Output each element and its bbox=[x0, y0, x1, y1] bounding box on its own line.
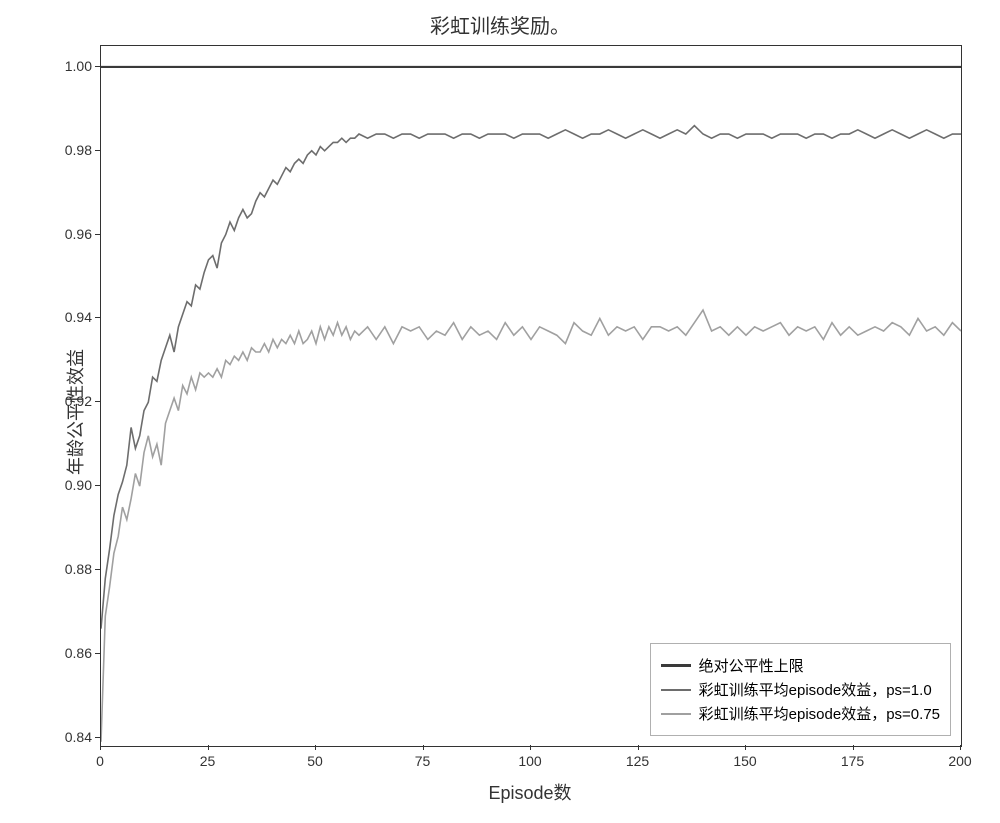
xtick-mark bbox=[960, 745, 961, 750]
ytick-label: 0.94 bbox=[42, 309, 92, 325]
legend-row: 绝对公平性上限 bbox=[661, 655, 940, 676]
series-line bbox=[101, 126, 961, 629]
xtick-label: 0 bbox=[96, 753, 104, 769]
legend-row: 彩虹训练平均episode效益，ps=1.0 bbox=[661, 679, 940, 700]
xtick-mark bbox=[100, 745, 101, 750]
xtick-mark bbox=[745, 745, 746, 750]
ytick-mark bbox=[95, 737, 100, 738]
ytick-label: 0.86 bbox=[42, 645, 92, 661]
xtick-label: 50 bbox=[307, 753, 323, 769]
legend-label: 彩虹训练平均episode效益，ps=1.0 bbox=[699, 679, 932, 700]
xtick-mark bbox=[315, 745, 316, 750]
chart-container: 彩虹训练奖励。 年龄公平性效益 Episode数 绝对公平性上限彩虹训练平均ep… bbox=[0, 0, 1000, 823]
ytick-mark bbox=[95, 150, 100, 151]
ytick-mark bbox=[95, 401, 100, 402]
ytick-label: 0.88 bbox=[42, 561, 92, 577]
ytick-mark bbox=[95, 569, 100, 570]
xtick-label: 200 bbox=[948, 753, 971, 769]
xtick-mark bbox=[638, 745, 639, 750]
ytick-mark bbox=[95, 234, 100, 235]
xtick-mark bbox=[853, 745, 854, 750]
xtick-mark bbox=[208, 745, 209, 750]
ytick-label: 0.96 bbox=[42, 226, 92, 242]
legend-swatch bbox=[661, 689, 691, 691]
chart-title: 彩虹训练奖励。 bbox=[0, 10, 1000, 39]
xtick-label: 150 bbox=[733, 753, 756, 769]
xtick-label: 75 bbox=[415, 753, 431, 769]
legend-label: 彩虹训练平均episode效益，ps=0.75 bbox=[699, 703, 940, 724]
xtick-label: 25 bbox=[200, 753, 216, 769]
ytick-mark bbox=[95, 66, 100, 67]
legend: 绝对公平性上限彩虹训练平均episode效益，ps=1.0 彩虹训练平均episo… bbox=[650, 643, 951, 736]
legend-label: 绝对公平性上限 bbox=[699, 655, 804, 676]
ytick-label: 0.90 bbox=[42, 477, 92, 493]
legend-swatch bbox=[661, 664, 691, 666]
xtick-mark bbox=[530, 745, 531, 750]
legend-row: 彩虹训练平均episode效益，ps=0.75 bbox=[661, 703, 940, 724]
y-axis-label: 年龄公平性效益 bbox=[62, 349, 88, 475]
xtick-label: 100 bbox=[518, 753, 541, 769]
legend-swatch bbox=[661, 713, 691, 715]
xtick-label: 125 bbox=[626, 753, 649, 769]
xtick-mark bbox=[423, 745, 424, 750]
ytick-label: 1.00 bbox=[42, 58, 92, 74]
ytick-mark bbox=[95, 485, 100, 486]
ytick-label: 0.84 bbox=[42, 729, 92, 745]
ytick-mark bbox=[95, 653, 100, 654]
plot-area: 绝对公平性上限彩虹训练平均episode效益，ps=1.0 彩虹训练平均episo… bbox=[100, 45, 962, 747]
x-axis-label: Episode数 bbox=[100, 779, 960, 805]
plot-svg bbox=[101, 46, 961, 746]
ytick-label: 0.98 bbox=[42, 142, 92, 158]
ytick-label: 0.92 bbox=[42, 393, 92, 409]
ytick-mark bbox=[95, 317, 100, 318]
xtick-label: 175 bbox=[841, 753, 864, 769]
